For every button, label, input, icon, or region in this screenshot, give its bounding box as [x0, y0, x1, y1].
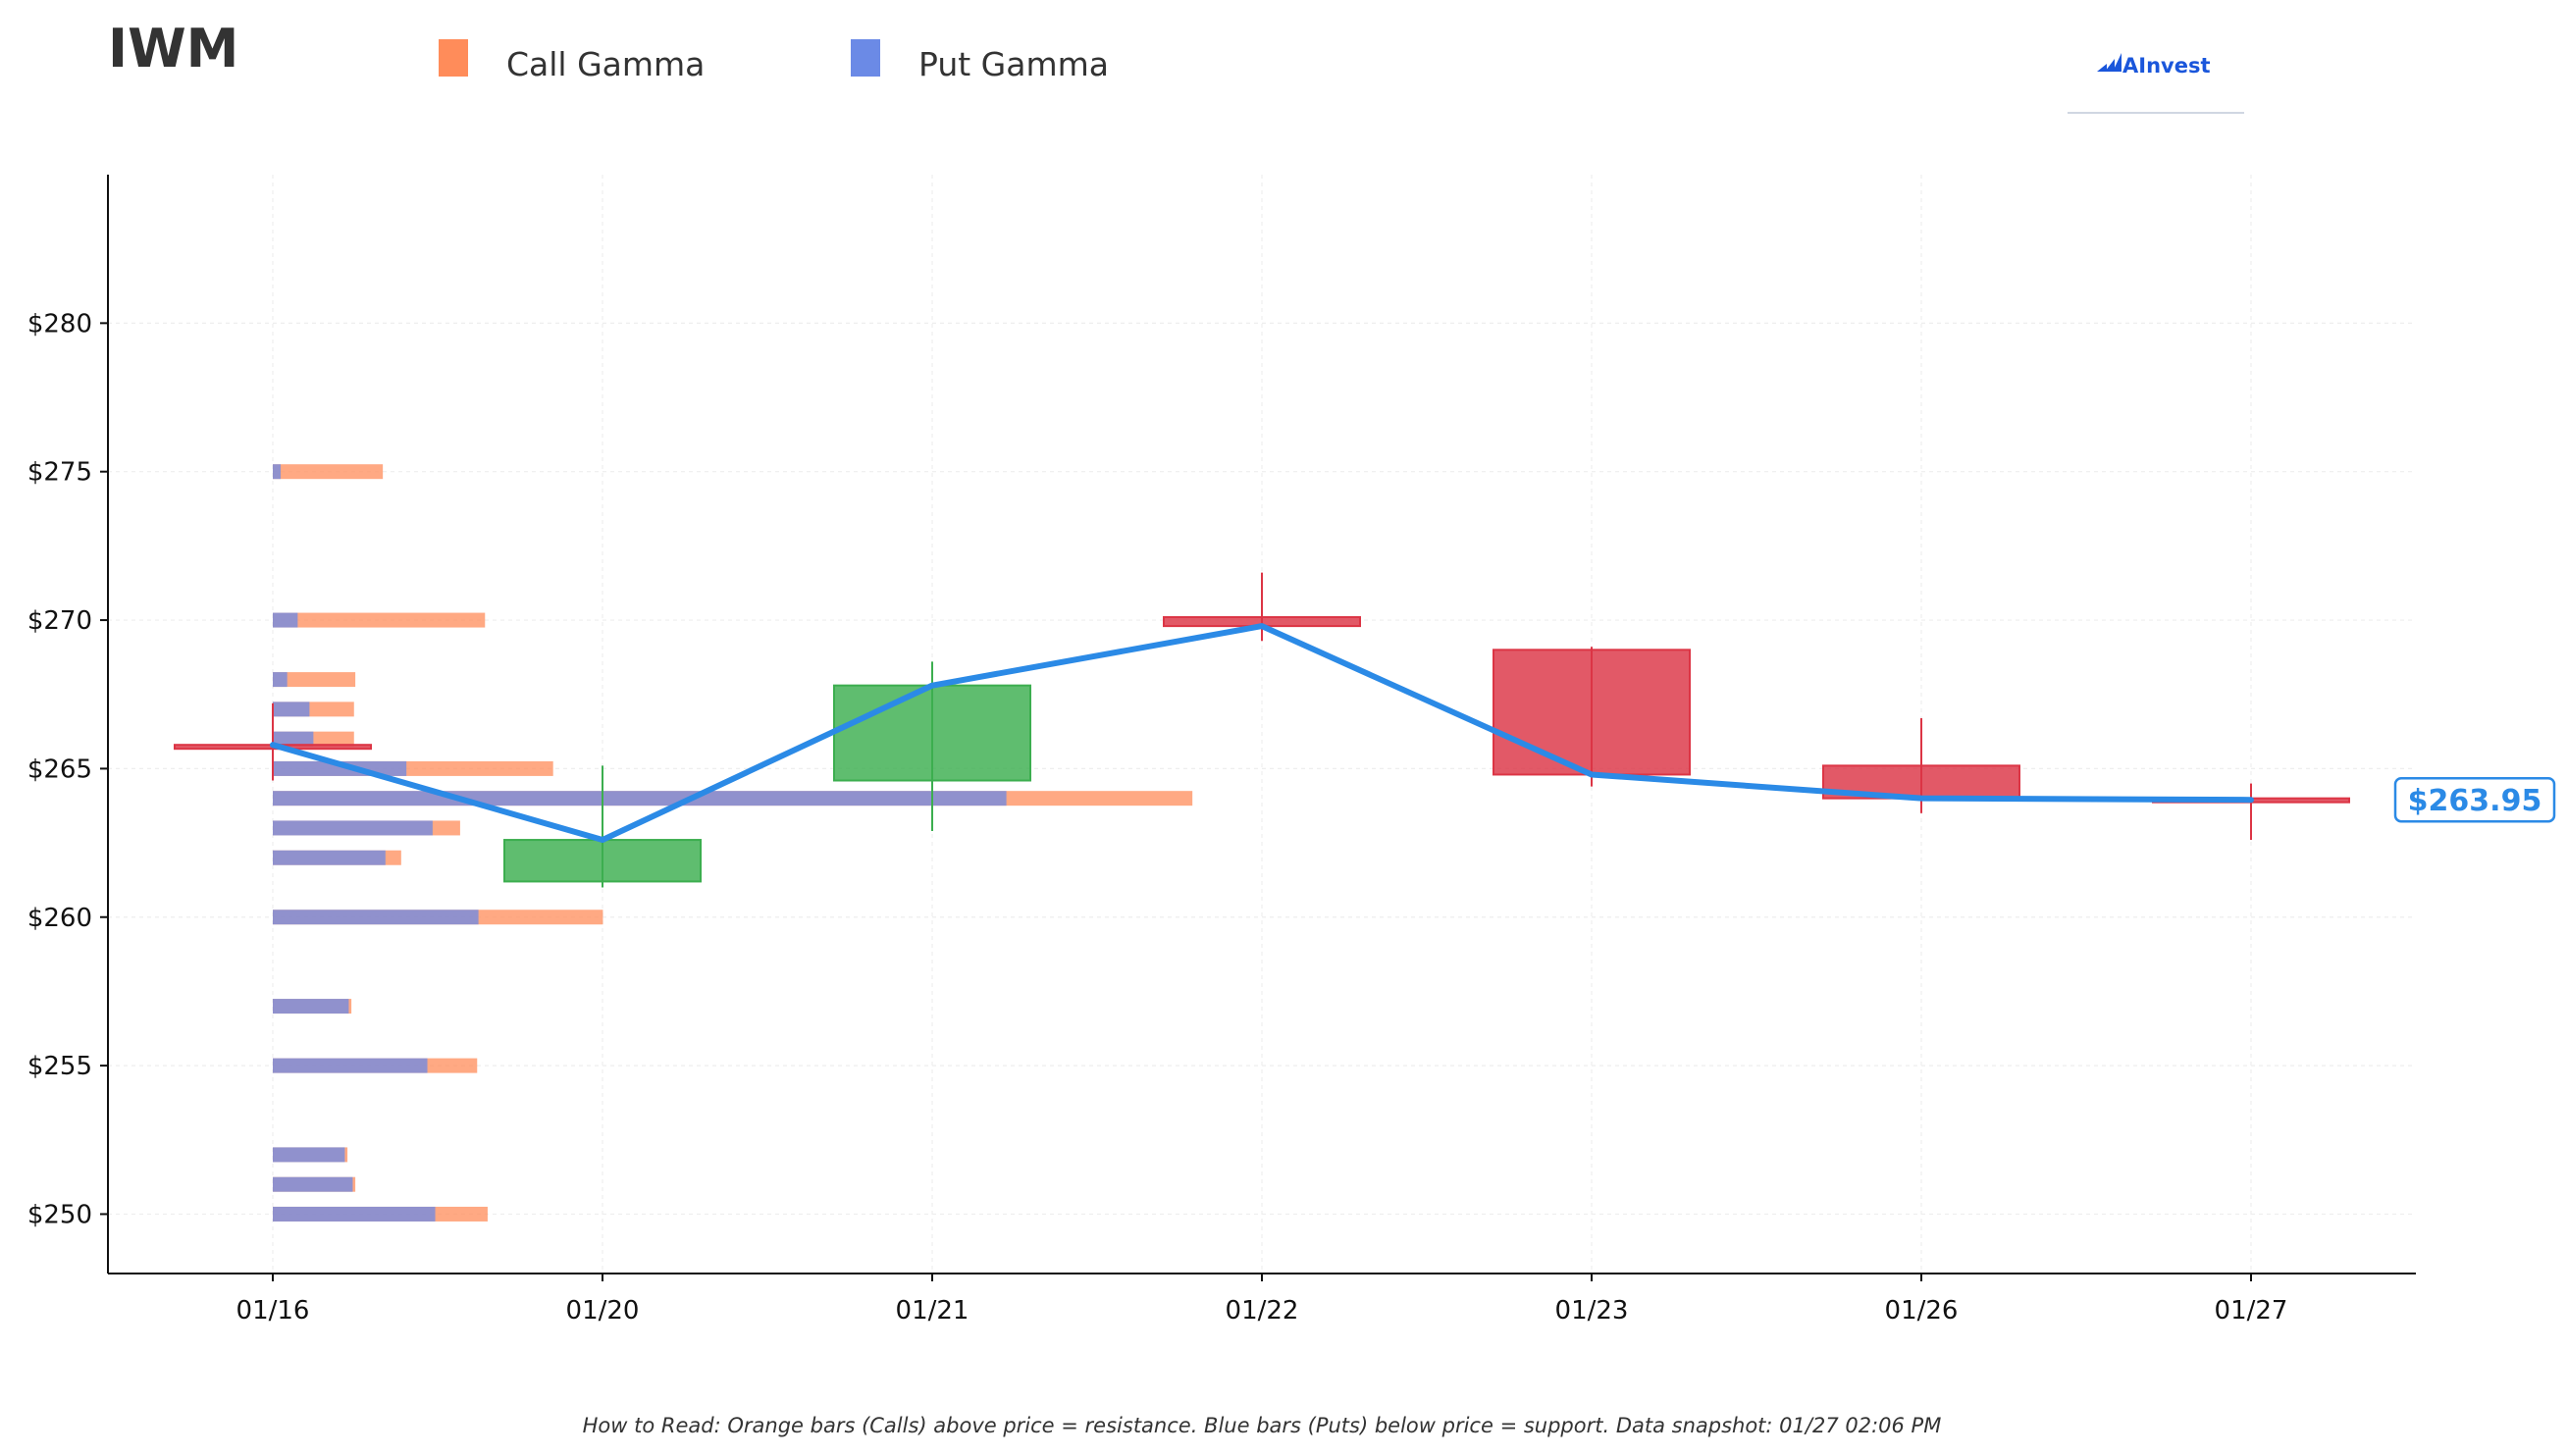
call-gamma-bar	[273, 672, 356, 688]
put-gamma-bar	[273, 1206, 436, 1222]
chart-title: IWM	[108, 18, 238, 79]
ainvest-logo: AInvest	[2068, 53, 2244, 114]
footnote: How to Read: Orange bars (Calls) above p…	[583, 1414, 1942, 1437]
legend-swatch-call-gamma	[439, 39, 468, 77]
call-gamma-bar	[273, 612, 486, 628]
close-price-line	[270, 623, 2254, 844]
legend-label-call-gamma: Call Gamma	[506, 45, 705, 83]
put-gamma-bar	[273, 672, 288, 688]
y-tick-label: $280	[27, 309, 92, 338]
put-gamma-bar	[273, 1176, 353, 1192]
put-gamma-bar	[273, 1058, 428, 1073]
x-tick-label: 01/26	[1885, 1296, 1959, 1326]
close-line-layer	[270, 623, 2254, 844]
legend-swatch-put-gamma	[851, 39, 880, 77]
y-tick-label: $255	[27, 1052, 92, 1081]
gamma-bars	[273, 464, 1193, 1222]
put-gamma-bar	[273, 702, 310, 717]
x-tick-label: 01/23	[1555, 1296, 1629, 1326]
x-tick-label: 01/20	[566, 1296, 640, 1326]
y-tick-label: $265	[27, 754, 92, 784]
bar-chart-icon	[2097, 53, 2122, 72]
x-tick-label: 01/21	[896, 1296, 969, 1326]
y-tick-label: $275	[27, 458, 92, 488]
candle-body	[1493, 649, 1691, 776]
x-tick-label: 01/27	[2215, 1296, 2288, 1326]
x-tick-label: 01/16	[236, 1296, 310, 1326]
legend: Call Gamma Put Gamma	[439, 39, 1109, 83]
y-tick-label: $270	[27, 606, 92, 636]
put-gamma-bar	[273, 731, 314, 747]
put-gamma-bar	[273, 999, 349, 1014]
legend-label-put-gamma: Put Gamma	[918, 45, 1109, 83]
put-gamma-bar	[273, 612, 298, 628]
put-gamma-bar	[273, 1147, 345, 1163]
y-tick-label: $250	[27, 1200, 92, 1229]
candle-body	[503, 839, 702, 883]
tick-labels: $250 $255 $260 $265 $270 $275 $280 01/16 01/20 01…	[27, 309, 2288, 1326]
put-gamma-bar	[273, 791, 1007, 806]
logo-text: AInvest	[2122, 54, 2211, 78]
current-price-box	[2393, 776, 2556, 823]
put-gamma-bar	[273, 464, 282, 480]
current-price-label: $263.95	[2408, 784, 2542, 818]
y-tick-label: $260	[27, 904, 92, 933]
x-tick-label: 01/22	[1226, 1296, 1299, 1326]
grid	[108, 175, 2416, 1274]
current-price-tag: $263.95	[2393, 776, 2556, 823]
candle-body	[833, 684, 1031, 782]
call-gamma-bar	[273, 464, 384, 480]
put-gamma-bar	[273, 910, 479, 925]
put-gamma-bar	[273, 820, 433, 836]
put-gamma-bar	[273, 850, 386, 865]
